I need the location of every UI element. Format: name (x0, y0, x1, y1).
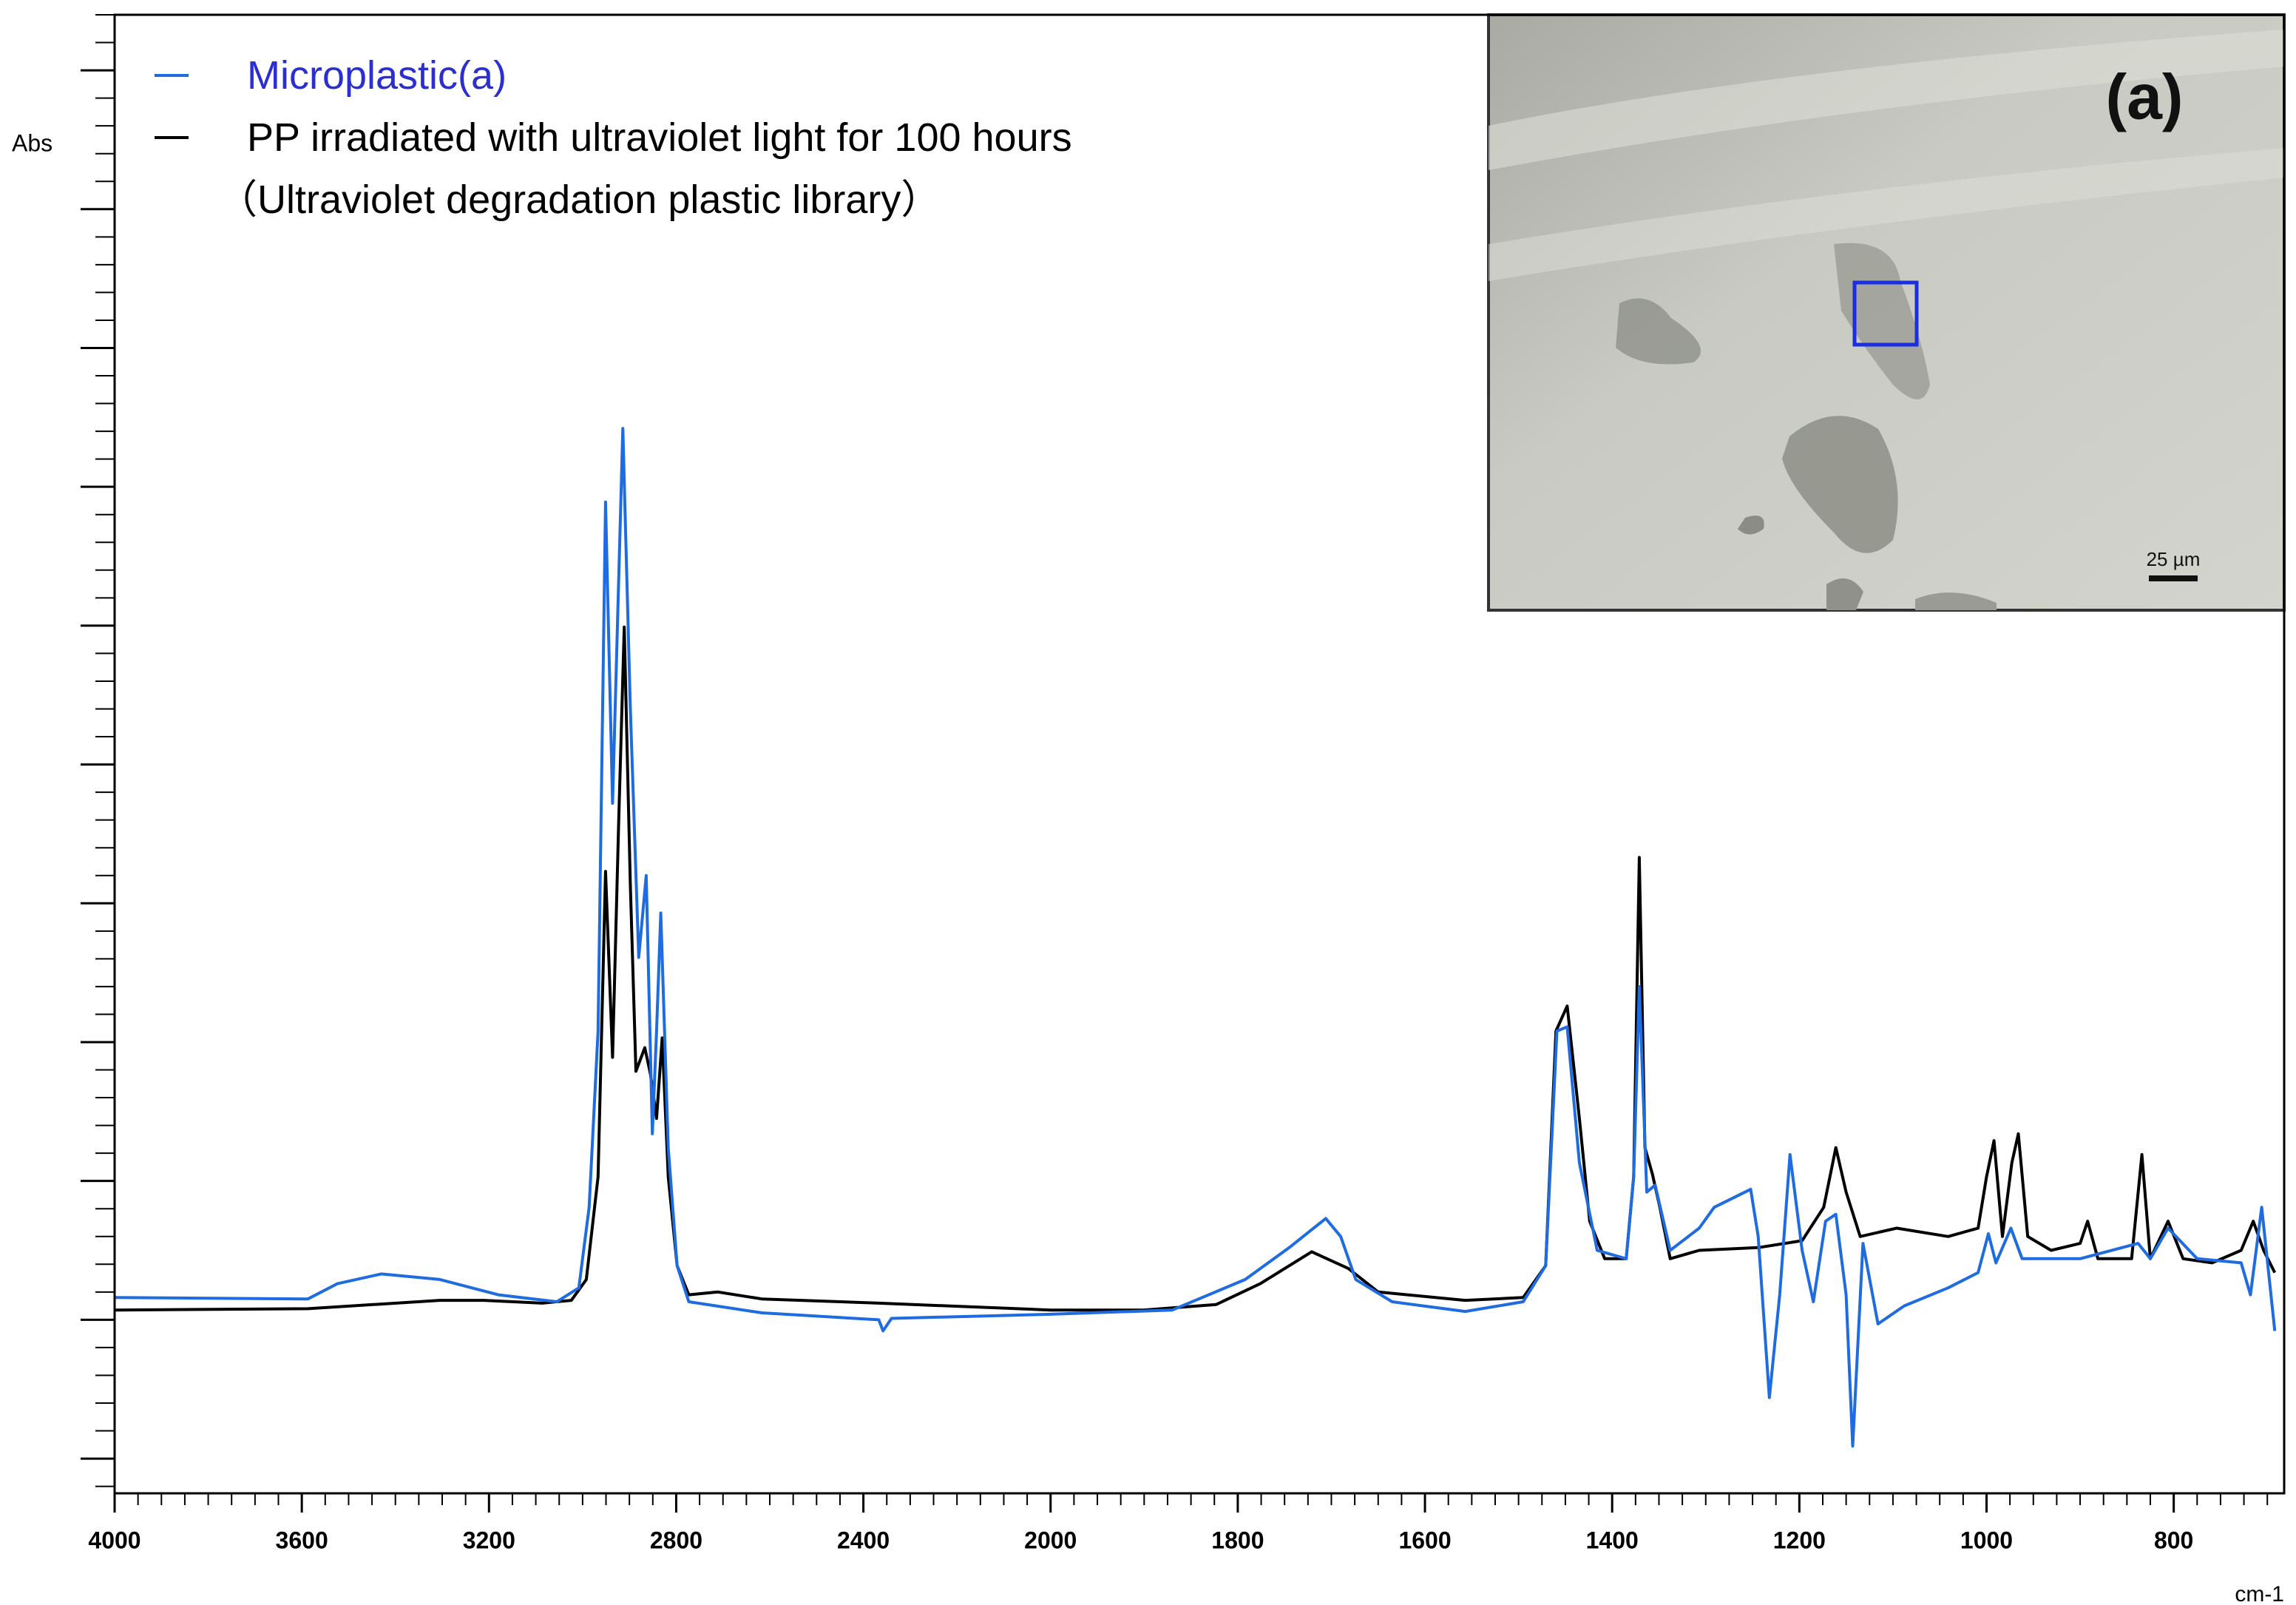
x-tick-label: 1000 (1960, 1527, 2013, 1553)
x-tick-label: 2400 (837, 1527, 890, 1553)
inset-label: (a) (2105, 62, 2183, 133)
x-tick-label: 4000 (88, 1527, 140, 1553)
plot-frame (113, 13, 2286, 1495)
scale-bar-label: 25 µm (2147, 548, 2201, 570)
particle (1915, 592, 1997, 610)
x-axis-label: cm-1 (2235, 1582, 2284, 1605)
scale-bar (2149, 575, 2198, 581)
particle (1782, 416, 1898, 553)
x-tick-label: 2800 (650, 1527, 702, 1553)
photo-streak (1489, 30, 2284, 170)
x-tick-label: 1800 (1211, 1527, 1264, 1553)
x-tick-label: 800 (2154, 1527, 2193, 1553)
x-tick-label: 1200 (1773, 1527, 1826, 1553)
inset-photo: 25 µm (a) (1487, 13, 2286, 612)
x-tick-label: 1400 (1586, 1527, 1639, 1553)
photo-streak (1489, 148, 2284, 281)
particle (1616, 298, 1701, 365)
particle (1826, 578, 1863, 610)
spectrum-line (115, 625, 2277, 1312)
legend-label: PP irradiated with ultraviolet light for… (217, 115, 1072, 222)
y-axis-label: Abs (12, 129, 53, 156)
legend-label: Microplastic(a) (247, 53, 507, 98)
spectrum-line (115, 427, 2277, 1448)
selection-box (1852, 280, 1919, 347)
x-tick-label: 2000 (1024, 1527, 1077, 1553)
x-tick-label: 3200 (463, 1527, 515, 1553)
x-tick-label: 3600 (276, 1527, 328, 1553)
particle (1738, 516, 1764, 535)
x-tick-label: 1600 (1398, 1527, 1451, 1553)
